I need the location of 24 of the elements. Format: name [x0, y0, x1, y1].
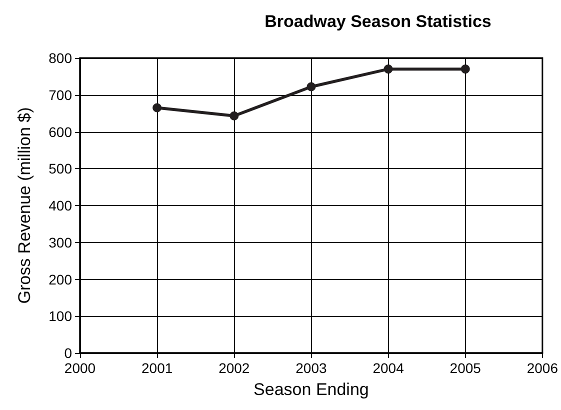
point: [384, 64, 393, 74]
point: [152, 103, 162, 112]
y-tick-label: 100: [48, 308, 72, 324]
point: [306, 82, 316, 92]
x-tick-label: 2006: [526, 360, 558, 376]
x-tick-label: 2000: [64, 360, 96, 376]
point: [460, 64, 470, 74]
x-tick-label: 2001: [141, 360, 173, 376]
y-tick-label: 500: [48, 160, 72, 177]
y-tick-label: 0: [64, 345, 72, 361]
x-tick-label: 2002: [218, 360, 250, 376]
y-tick-label: 300: [48, 234, 72, 250]
point: [230, 111, 239, 120]
x-tick-label: 2004: [372, 360, 404, 376]
x-tick-label: 2003: [296, 360, 327, 376]
y-tick-label: 700: [48, 86, 72, 103]
x-axis-title: Season Ending: [254, 380, 369, 399]
x-tick-label: 2005: [450, 360, 482, 376]
y-tick-label: 200: [48, 271, 72, 288]
y-axis-title: Gross Revenue (million $): [15, 107, 34, 304]
y-tick-label: 600: [48, 124, 72, 140]
y-tick-label: 400: [48, 198, 72, 214]
chart-title: Broadway Season Statistics: [264, 12, 492, 31]
y-tick-label: 800: [48, 50, 72, 66]
